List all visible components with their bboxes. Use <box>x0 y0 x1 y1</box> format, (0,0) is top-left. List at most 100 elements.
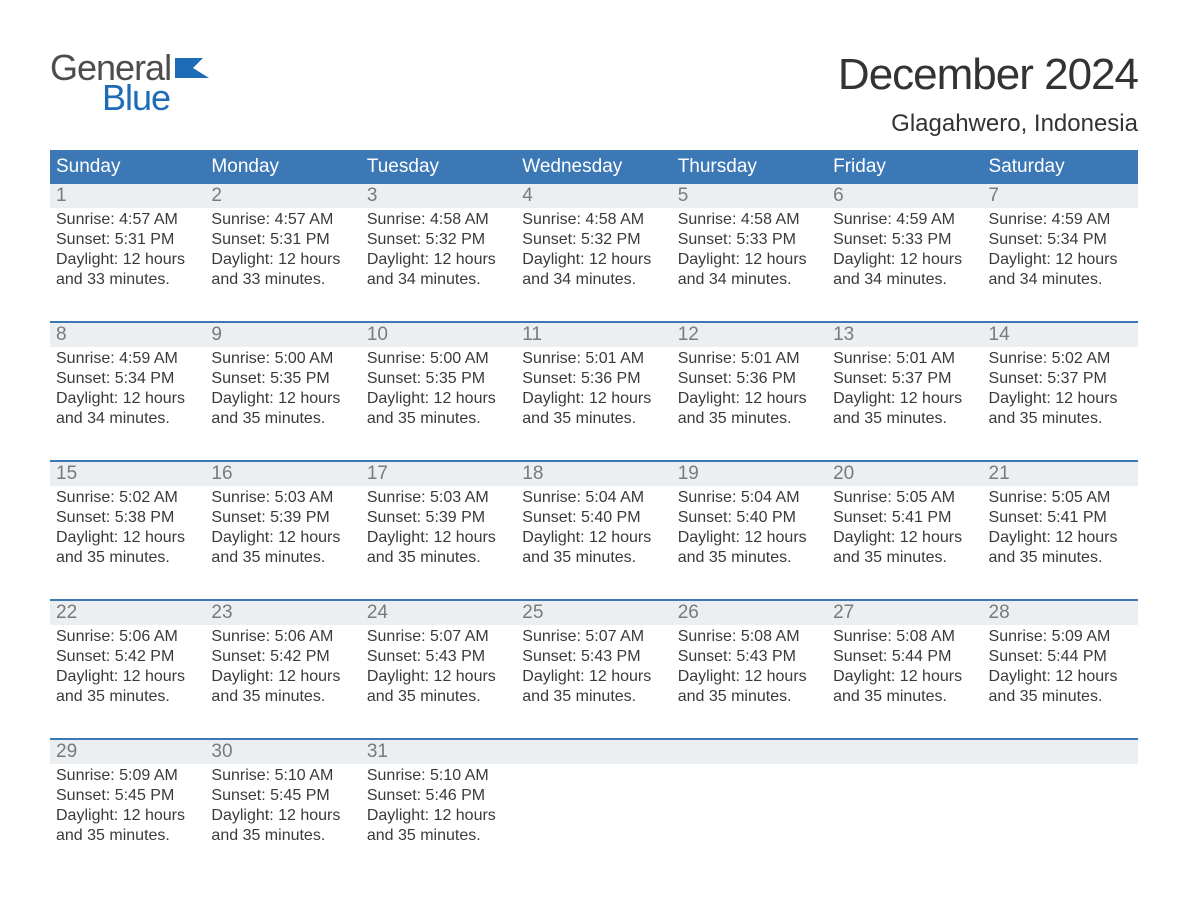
weekday-header: Thursday <box>672 150 827 184</box>
daylight-text-line1: Daylight: 12 hours <box>367 528 510 548</box>
day-cell: 15Sunrise: 5:02 AMSunset: 5:38 PMDayligh… <box>50 462 205 577</box>
day-body: Sunrise: 5:10 AMSunset: 5:45 PMDaylight:… <box>205 764 360 850</box>
sunset-text: Sunset: 5:33 PM <box>678 230 821 250</box>
daylight-text-line1: Daylight: 12 hours <box>211 667 354 687</box>
daylight-text-line2: and 35 minutes. <box>367 826 510 846</box>
sunset-text: Sunset: 5:35 PM <box>211 369 354 389</box>
sunset-text: Sunset: 5:34 PM <box>56 369 199 389</box>
day-body: Sunrise: 5:02 AMSunset: 5:38 PMDaylight:… <box>50 486 205 572</box>
day-body: Sunrise: 4:57 AMSunset: 5:31 PMDaylight:… <box>50 208 205 294</box>
daylight-text-line1: Daylight: 12 hours <box>367 667 510 687</box>
daylight-text-line1: Daylight: 12 hours <box>211 389 354 409</box>
sunset-text: Sunset: 5:44 PM <box>989 647 1132 667</box>
day-cell: 13Sunrise: 5:01 AMSunset: 5:37 PMDayligh… <box>827 323 982 438</box>
day-number: 28 <box>983 601 1138 625</box>
day-number: 16 <box>205 462 360 486</box>
sunrise-text: Sunrise: 5:01 AM <box>678 349 821 369</box>
week-spacer <box>50 299 1138 321</box>
sunset-text: Sunset: 5:37 PM <box>833 369 976 389</box>
daylight-text-line1: Daylight: 12 hours <box>989 528 1132 548</box>
daylight-text-line2: and 34 minutes. <box>522 270 665 290</box>
daylight-text-line1: Daylight: 12 hours <box>833 667 976 687</box>
day-body: Sunrise: 5:01 AMSunset: 5:37 PMDaylight:… <box>827 347 982 433</box>
sunrise-text: Sunrise: 5:07 AM <box>367 627 510 647</box>
sunset-text: Sunset: 5:45 PM <box>211 786 354 806</box>
day-body: Sunrise: 5:05 AMSunset: 5:41 PMDaylight:… <box>827 486 982 572</box>
day-number <box>827 740 982 764</box>
day-cell: 11Sunrise: 5:01 AMSunset: 5:36 PMDayligh… <box>516 323 671 438</box>
sunset-text: Sunset: 5:31 PM <box>56 230 199 250</box>
day-cell: 7Sunrise: 4:59 AMSunset: 5:34 PMDaylight… <box>983 184 1138 299</box>
day-number: 23 <box>205 601 360 625</box>
daylight-text-line1: Daylight: 12 hours <box>678 528 821 548</box>
daylight-text-line1: Daylight: 12 hours <box>56 806 199 826</box>
sunset-text: Sunset: 5:37 PM <box>989 369 1132 389</box>
sunrise-text: Sunrise: 5:03 AM <box>211 488 354 508</box>
day-number: 14 <box>983 323 1138 347</box>
sunrise-text: Sunrise: 4:58 AM <box>678 210 821 230</box>
location-label: Glagahwero, Indonesia <box>838 110 1138 138</box>
sunrise-text: Sunrise: 4:59 AM <box>833 210 976 230</box>
day-body: Sunrise: 5:10 AMSunset: 5:46 PMDaylight:… <box>361 764 516 850</box>
day-number: 11 <box>516 323 671 347</box>
logo: General Blue <box>50 50 209 116</box>
day-body: Sunrise: 5:07 AMSunset: 5:43 PMDaylight:… <box>361 625 516 711</box>
day-number: 10 <box>361 323 516 347</box>
day-cell: 4Sunrise: 4:58 AMSunset: 5:32 PMDaylight… <box>516 184 671 299</box>
daylight-text-line1: Daylight: 12 hours <box>211 528 354 548</box>
header: General Blue December 2024 Glagahwero, I… <box>50 50 1138 138</box>
daylight-text-line2: and 35 minutes. <box>211 548 354 568</box>
weekday-header: Saturday <box>983 150 1138 184</box>
sunset-text: Sunset: 5:42 PM <box>56 647 199 667</box>
sunset-text: Sunset: 5:45 PM <box>56 786 199 806</box>
day-body <box>516 764 671 850</box>
sunrise-text: Sunrise: 5:03 AM <box>367 488 510 508</box>
week-row: 29Sunrise: 5:09 AMSunset: 5:45 PMDayligh… <box>50 738 1138 855</box>
daylight-text-line2: and 35 minutes. <box>56 548 199 568</box>
sunrise-text: Sunrise: 5:00 AM <box>367 349 510 369</box>
day-cell: 10Sunrise: 5:00 AMSunset: 5:35 PMDayligh… <box>361 323 516 438</box>
week-spacer <box>50 438 1138 460</box>
daylight-text-line1: Daylight: 12 hours <box>56 528 199 548</box>
week-row: 1Sunrise: 4:57 AMSunset: 5:31 PMDaylight… <box>50 184 1138 299</box>
day-cell: 17Sunrise: 5:03 AMSunset: 5:39 PMDayligh… <box>361 462 516 577</box>
daylight-text-line1: Daylight: 12 hours <box>833 389 976 409</box>
day-cell: 6Sunrise: 4:59 AMSunset: 5:33 PMDaylight… <box>827 184 982 299</box>
sunrise-text: Sunrise: 5:01 AM <box>522 349 665 369</box>
day-cell: 8Sunrise: 4:59 AMSunset: 5:34 PMDaylight… <box>50 323 205 438</box>
day-body: Sunrise: 4:58 AMSunset: 5:33 PMDaylight:… <box>672 208 827 294</box>
daylight-text-line1: Daylight: 12 hours <box>989 250 1132 270</box>
daylight-text-line1: Daylight: 12 hours <box>678 250 821 270</box>
sunset-text: Sunset: 5:36 PM <box>522 369 665 389</box>
weekday-header-row: Sunday Monday Tuesday Wednesday Thursday… <box>50 150 1138 184</box>
daylight-text-line1: Daylight: 12 hours <box>833 250 976 270</box>
day-number: 30 <box>205 740 360 764</box>
daylight-text-line2: and 35 minutes. <box>522 409 665 429</box>
day-body <box>983 764 1138 850</box>
day-number: 9 <box>205 323 360 347</box>
day-number: 19 <box>672 462 827 486</box>
sunset-text: Sunset: 5:34 PM <box>989 230 1132 250</box>
day-body: Sunrise: 5:08 AMSunset: 5:44 PMDaylight:… <box>827 625 982 711</box>
daylight-text-line2: and 35 minutes. <box>833 687 976 707</box>
day-number: 29 <box>50 740 205 764</box>
day-body: Sunrise: 5:00 AMSunset: 5:35 PMDaylight:… <box>361 347 516 433</box>
daylight-text-line1: Daylight: 12 hours <box>56 250 199 270</box>
day-number: 17 <box>361 462 516 486</box>
day-body: Sunrise: 5:07 AMSunset: 5:43 PMDaylight:… <box>516 625 671 711</box>
sunrise-text: Sunrise: 5:05 AM <box>833 488 976 508</box>
sunset-text: Sunset: 5:40 PM <box>522 508 665 528</box>
daylight-text-line2: and 34 minutes. <box>678 270 821 290</box>
daylight-text-line2: and 35 minutes. <box>833 409 976 429</box>
day-body: Sunrise: 5:08 AMSunset: 5:43 PMDaylight:… <box>672 625 827 711</box>
day-body: Sunrise: 5:09 AMSunset: 5:45 PMDaylight:… <box>50 764 205 850</box>
title-block: December 2024 Glagahwero, Indonesia <box>838 50 1138 138</box>
daylight-text-line1: Daylight: 12 hours <box>833 528 976 548</box>
sunset-text: Sunset: 5:44 PM <box>833 647 976 667</box>
day-cell: 2Sunrise: 4:57 AMSunset: 5:31 PMDaylight… <box>205 184 360 299</box>
day-body: Sunrise: 5:00 AMSunset: 5:35 PMDaylight:… <box>205 347 360 433</box>
daylight-text-line1: Daylight: 12 hours <box>522 250 665 270</box>
day-body: Sunrise: 4:59 AMSunset: 5:34 PMDaylight:… <box>983 208 1138 294</box>
day-cell <box>672 740 827 855</box>
daylight-text-line2: and 35 minutes. <box>989 687 1132 707</box>
